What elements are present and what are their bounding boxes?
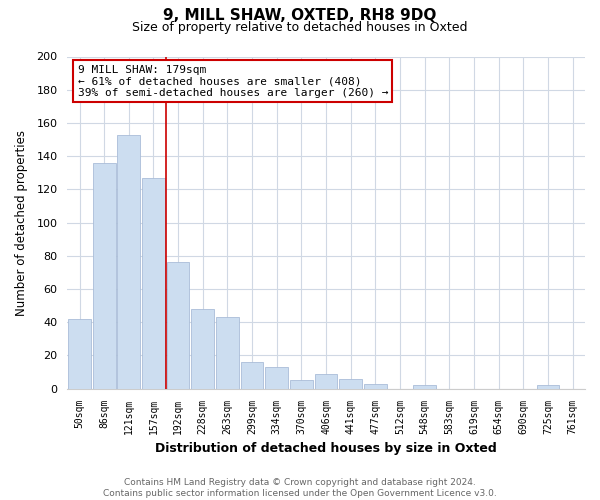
Bar bbox=[241, 362, 263, 388]
Text: 9, MILL SHAW, OXTED, RH8 9DQ: 9, MILL SHAW, OXTED, RH8 9DQ bbox=[163, 8, 437, 22]
Bar bbox=[216, 318, 239, 388]
Bar bbox=[536, 386, 559, 388]
Bar bbox=[315, 374, 337, 388]
X-axis label: Distribution of detached houses by size in Oxted: Distribution of detached houses by size … bbox=[155, 442, 497, 455]
Text: 9 MILL SHAW: 179sqm
← 61% of detached houses are smaller (408)
39% of semi-detac: 9 MILL SHAW: 179sqm ← 61% of detached ho… bbox=[77, 65, 388, 98]
Y-axis label: Number of detached properties: Number of detached properties bbox=[15, 130, 28, 316]
Text: Contains HM Land Registry data © Crown copyright and database right 2024.
Contai: Contains HM Land Registry data © Crown c… bbox=[103, 478, 497, 498]
Bar bbox=[364, 384, 387, 388]
Text: Size of property relative to detached houses in Oxted: Size of property relative to detached ho… bbox=[132, 21, 468, 34]
Bar bbox=[142, 178, 165, 388]
Bar bbox=[167, 262, 190, 388]
Bar bbox=[413, 386, 436, 388]
Bar bbox=[68, 319, 91, 388]
Bar bbox=[340, 378, 362, 388]
Bar bbox=[290, 380, 313, 388]
Bar bbox=[118, 134, 140, 388]
Bar bbox=[191, 309, 214, 388]
Bar bbox=[265, 367, 288, 388]
Bar bbox=[93, 163, 116, 388]
